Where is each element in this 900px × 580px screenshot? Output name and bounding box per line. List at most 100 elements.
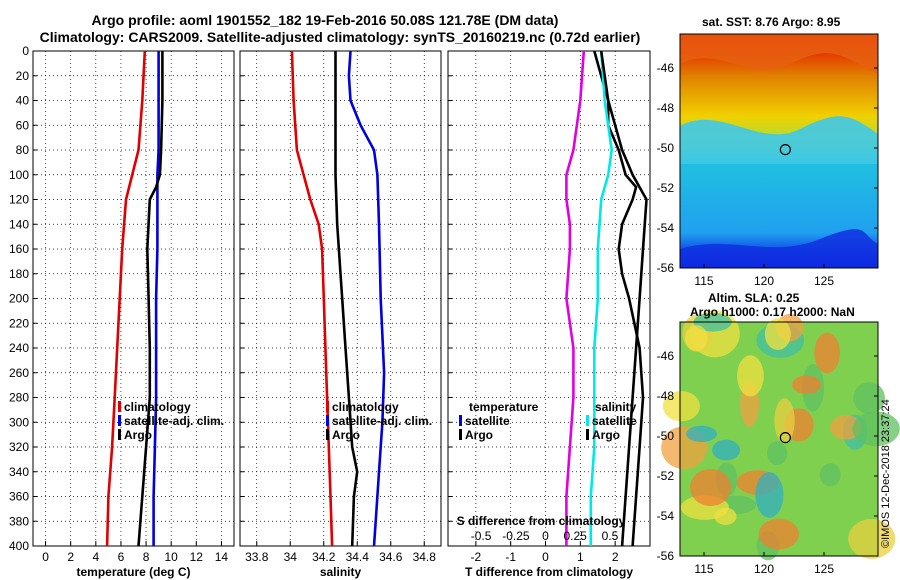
panel-salinity: 33.8 34 34.2 34.4 34.6 34.8 salinity bbox=[239, 50, 442, 579]
legend-temp-label: climatology bbox=[124, 400, 191, 414]
tick-label-y: 380 bbox=[9, 514, 29, 528]
tick-label-y: 300 bbox=[9, 415, 29, 429]
sla-blob bbox=[819, 463, 841, 487]
map-tick-label-y: -46 bbox=[657, 349, 675, 363]
axis-label-x: temperature (deg C) bbox=[76, 565, 190, 579]
map-tick-label-x: 120 bbox=[754, 562, 774, 576]
top-tick-label: 0 bbox=[542, 529, 549, 543]
legend-sal-swatch bbox=[326, 401, 329, 412]
map-tick-label-x: 115 bbox=[694, 274, 713, 288]
sla-blob bbox=[853, 382, 886, 414]
tick-label-x: 34 bbox=[284, 550, 298, 564]
map-tick-label-y: -52 bbox=[657, 181, 675, 195]
tick-label-x: 2 bbox=[612, 550, 619, 564]
legend-temp-swatch bbox=[118, 415, 121, 426]
tick-label-y: 20 bbox=[16, 69, 30, 83]
top-tick-label: -0.25 bbox=[502, 529, 530, 543]
tick-label-x: 34.8 bbox=[413, 550, 437, 564]
float-position-marker bbox=[779, 432, 791, 444]
tick-label-x: 6 bbox=[118, 550, 125, 564]
top-axis-label: S difference from climatology bbox=[457, 514, 626, 528]
map-tick-label-y: -50 bbox=[657, 429, 675, 443]
tick-label-x: 10 bbox=[165, 550, 179, 564]
series-salinity-argo bbox=[599, 50, 648, 547]
sla-blob bbox=[758, 518, 799, 550]
sla-blob bbox=[737, 355, 764, 397]
top-tick-label: 0.5 bbox=[602, 529, 619, 543]
map-tick-label-y: -48 bbox=[657, 101, 675, 115]
sla-map-subtitle: Argo h1000: 0.17 h2000: NaN bbox=[690, 305, 855, 319]
sla-blob bbox=[690, 468, 732, 507]
float-position-marker bbox=[779, 144, 791, 156]
tick-label-y: 260 bbox=[9, 366, 29, 380]
legend-sal-swatch bbox=[326, 415, 329, 426]
legend-diff-temp-swatch bbox=[459, 415, 462, 426]
legend-diff-temp-label: Argo bbox=[465, 428, 493, 442]
tick-label-x: 0 bbox=[542, 550, 549, 564]
tick-label-x: 8 bbox=[143, 550, 150, 564]
tick-label-x: 0 bbox=[42, 550, 49, 564]
sla-blob bbox=[848, 518, 896, 559]
tick-label-x: 34.2 bbox=[312, 550, 336, 564]
tick-label-x: -1 bbox=[505, 550, 516, 564]
legend-diff-sal-swatch bbox=[586, 429, 589, 440]
series-salinity-satellite bbox=[589, 50, 614, 546]
legend-sal-swatch bbox=[326, 429, 329, 440]
legend-temp-swatch bbox=[118, 401, 121, 412]
map-tick-label-x: 125 bbox=[814, 274, 834, 288]
axis-label-x: T difference from climatology bbox=[465, 565, 633, 579]
map-tick-label-y: -56 bbox=[657, 261, 675, 275]
top-tick-label: -0.5 bbox=[471, 529, 492, 543]
map-sla: 115 120 125 -46 -48 -50 -52 -54 -56 bbox=[657, 310, 900, 576]
legend-diff-temp-label: satellite bbox=[465, 414, 510, 428]
map-tick-label-y: -46 bbox=[657, 61, 675, 75]
panel-differences: -2 -1 0 1 2T difference from climatology S di… bbox=[447, 50, 651, 579]
map-tick-label-y: -50 bbox=[657, 141, 675, 155]
map-tick-label-y: -54 bbox=[657, 509, 675, 523]
tick-label-y: 240 bbox=[9, 341, 29, 355]
map-tick-label-x: 120 bbox=[754, 274, 774, 288]
tick-label-y: 360 bbox=[9, 490, 29, 504]
tick-label-x: 34.4 bbox=[346, 550, 370, 564]
tick-label-y: 200 bbox=[9, 292, 29, 306]
series-temperature-satellite bbox=[565, 50, 586, 546]
map-tick-label-x: 115 bbox=[694, 562, 713, 576]
sla-blob bbox=[792, 375, 822, 394]
legend-sal-label: climatology bbox=[332, 400, 399, 414]
panel-temperature: 0 2 4 6 8 10 12 1402040608010012014016018020022… bbox=[9, 44, 235, 579]
tick-label-y: 220 bbox=[9, 316, 29, 330]
tick-label-x: 14 bbox=[215, 550, 229, 564]
title-line-2: Climatology: CARS2009. Satellite-adjuste… bbox=[39, 29, 641, 45]
tick-label-x: -2 bbox=[471, 550, 482, 564]
tick-label-y: 0 bbox=[22, 44, 29, 58]
tick-label-x: 2 bbox=[67, 550, 74, 564]
legend-diff-temp-title: temperature bbox=[469, 400, 539, 414]
axis-label-x: salinity bbox=[320, 565, 362, 579]
map-tick-label-y: -52 bbox=[657, 469, 675, 483]
sla-blob bbox=[714, 507, 737, 525]
tick-label-x: 34.6 bbox=[379, 550, 403, 564]
tick-label-y: 80 bbox=[16, 143, 30, 157]
tick-label-y: 100 bbox=[9, 168, 29, 182]
legend-diff-temp-swatch bbox=[459, 429, 462, 440]
sla-blob bbox=[685, 325, 708, 351]
sst-warm bbox=[680, 34, 878, 74]
sla-blob bbox=[852, 411, 900, 447]
series-climatology bbox=[290, 50, 334, 547]
tick-label-x: 33.8 bbox=[245, 550, 269, 564]
sla-blob bbox=[686, 425, 718, 442]
tick-label-y: 160 bbox=[9, 242, 29, 256]
tick-label-y: 400 bbox=[9, 539, 29, 553]
legend-temp-label: satellite-adj. clim. bbox=[124, 414, 224, 428]
legend-temp-swatch bbox=[118, 429, 121, 440]
tick-label-y: 120 bbox=[9, 193, 29, 207]
tick-label-y: 60 bbox=[16, 118, 30, 132]
sla-blob bbox=[755, 472, 784, 518]
sla-blob bbox=[712, 439, 741, 461]
legend-diff-sal-label: satellite bbox=[592, 414, 637, 428]
legend-diff-sal-swatch bbox=[586, 415, 589, 426]
map-frame bbox=[679, 33, 879, 269]
tick-label-y: 340 bbox=[9, 465, 29, 479]
legend-sal-label: Argo bbox=[332, 428, 360, 442]
